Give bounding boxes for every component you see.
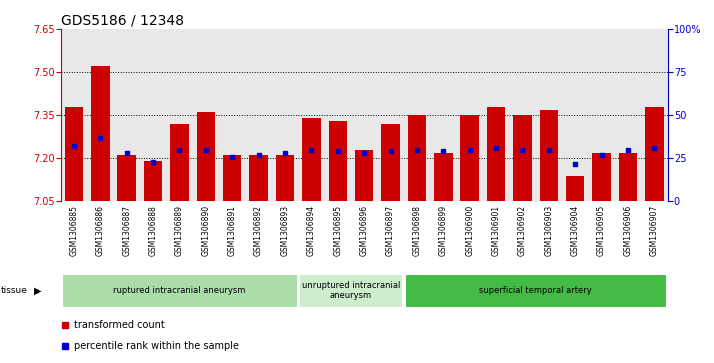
Text: GSM1306885: GSM1306885 xyxy=(69,205,79,256)
Bar xyxy=(355,150,373,201)
Bar xyxy=(461,115,479,201)
Bar xyxy=(223,155,241,201)
Text: GSM1306905: GSM1306905 xyxy=(597,205,606,256)
Text: GSM1306891: GSM1306891 xyxy=(228,205,237,256)
Text: GSM1306892: GSM1306892 xyxy=(254,205,263,256)
Text: GSM1306895: GSM1306895 xyxy=(333,205,342,256)
Text: GSM1306897: GSM1306897 xyxy=(386,205,395,256)
Bar xyxy=(593,152,611,201)
Text: percentile rank within the sample: percentile rank within the sample xyxy=(74,341,239,351)
Text: unruptured intracranial
aneurysm: unruptured intracranial aneurysm xyxy=(302,281,400,300)
Bar xyxy=(513,115,532,201)
Bar xyxy=(91,66,109,201)
Text: GSM1306886: GSM1306886 xyxy=(96,205,105,256)
Text: GSM1306899: GSM1306899 xyxy=(439,205,448,256)
Text: tissue: tissue xyxy=(1,286,28,295)
Text: GSM1306903: GSM1306903 xyxy=(544,205,553,256)
Text: GDS5186 / 12348: GDS5186 / 12348 xyxy=(61,14,183,28)
Bar xyxy=(487,107,506,201)
Bar xyxy=(170,124,188,201)
Text: GSM1306887: GSM1306887 xyxy=(122,205,131,256)
Bar xyxy=(381,124,400,201)
Text: GSM1306894: GSM1306894 xyxy=(307,205,316,256)
Text: ruptured intracranial aneurysm: ruptured intracranial aneurysm xyxy=(114,286,246,295)
FancyBboxPatch shape xyxy=(405,274,666,307)
Text: GSM1306901: GSM1306901 xyxy=(491,205,501,256)
Text: GSM1306898: GSM1306898 xyxy=(413,205,421,256)
Bar xyxy=(619,152,637,201)
Bar xyxy=(276,155,294,201)
Text: GSM1306893: GSM1306893 xyxy=(281,205,289,256)
Text: GSM1306896: GSM1306896 xyxy=(360,205,368,256)
Text: GSM1306902: GSM1306902 xyxy=(518,205,527,256)
Bar xyxy=(566,176,585,201)
Text: superficial temporal artery: superficial temporal artery xyxy=(479,286,592,295)
FancyBboxPatch shape xyxy=(62,274,297,307)
Text: GSM1306889: GSM1306889 xyxy=(175,205,184,256)
Text: GSM1306890: GSM1306890 xyxy=(201,205,211,256)
Bar xyxy=(117,155,136,201)
Text: GSM1306888: GSM1306888 xyxy=(149,205,158,256)
Bar xyxy=(645,107,663,201)
Bar xyxy=(196,113,215,201)
FancyBboxPatch shape xyxy=(299,274,403,307)
Text: ▶: ▶ xyxy=(34,285,42,295)
Text: GSM1306904: GSM1306904 xyxy=(570,205,580,256)
Text: GSM1306906: GSM1306906 xyxy=(623,205,633,256)
Bar xyxy=(65,107,83,201)
Text: transformed count: transformed count xyxy=(74,321,165,330)
Bar xyxy=(328,121,347,201)
Text: GSM1306907: GSM1306907 xyxy=(650,205,659,256)
Bar xyxy=(249,155,268,201)
Bar xyxy=(408,115,426,201)
Bar xyxy=(302,118,321,201)
Bar xyxy=(434,152,453,201)
Bar xyxy=(144,161,162,201)
Text: GSM1306900: GSM1306900 xyxy=(466,205,474,256)
Bar xyxy=(540,110,558,201)
